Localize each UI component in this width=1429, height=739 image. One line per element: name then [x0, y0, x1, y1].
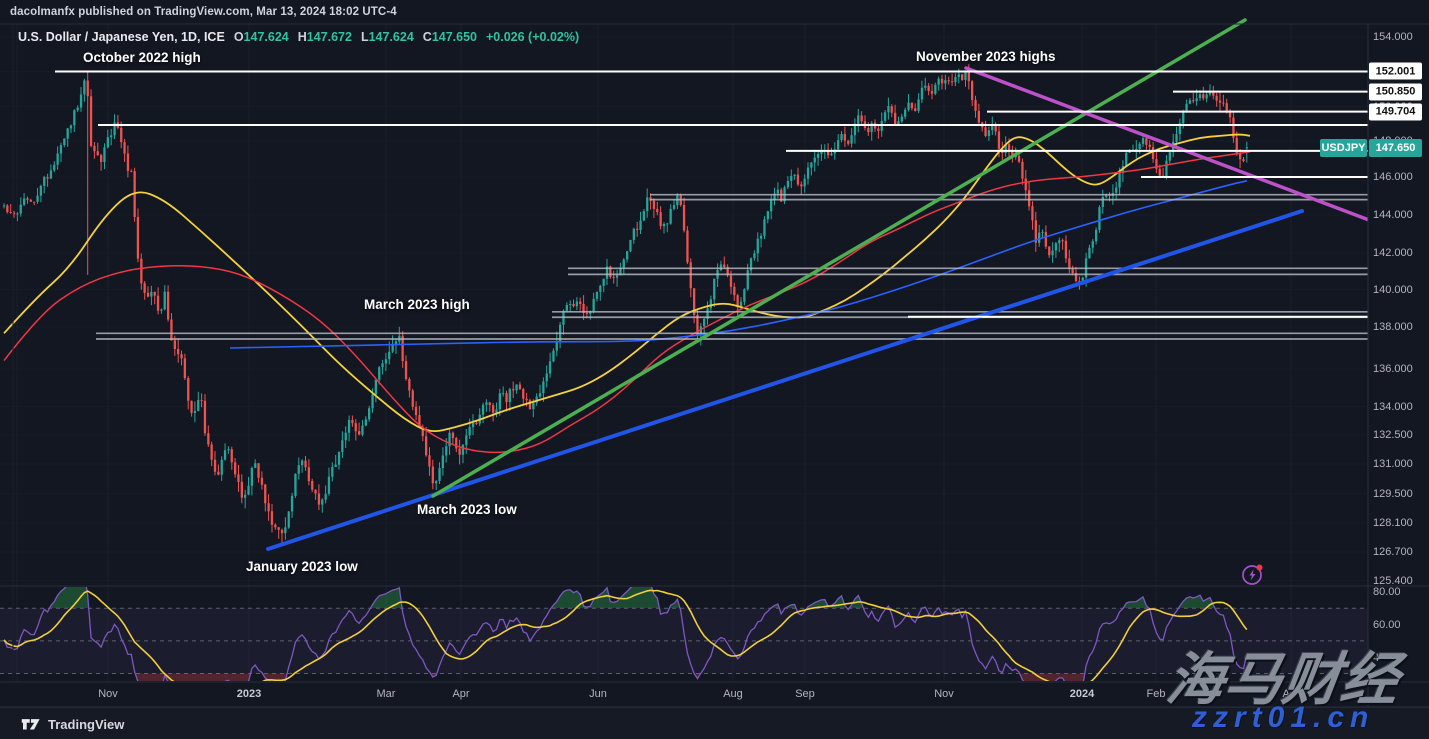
- time-tick-Nov: Nov: [98, 688, 118, 700]
- price-label-150.850: 150.850: [1369, 83, 1422, 100]
- annotation-october-2022-high[interactable]: October 2022 high: [83, 50, 201, 65]
- price-tick-146.000: 146.000: [1373, 171, 1413, 183]
- time-tick-Feb: Feb: [1146, 688, 1166, 700]
- rsi-overbought-fill: [49, 587, 1216, 609]
- price-tick-142.000: 142.000: [1373, 247, 1413, 259]
- rsi-line[interactable]: [3, 574, 1248, 700]
- lightning-bolt-icon: [1249, 569, 1256, 581]
- price-tick-129.500: 129.500: [1373, 487, 1413, 500]
- ohlc-C: C147.650: [422, 30, 477, 44]
- grid-layer: [0, 24, 1368, 682]
- chart-legend[interactable]: U.S. Dollar / Japanese Yen, 1D, ICE O147.…: [18, 30, 579, 44]
- price-tick-154.000: 154.000: [1373, 31, 1413, 43]
- price-tick-140.000: 140.000: [1373, 283, 1413, 296]
- price-tick-136.000: 136.000: [1373, 363, 1413, 375]
- ohlc-values: O147.624 H147.672 L147.624 C147.650: [225, 30, 477, 44]
- trendline-november-high-resistance[interactable]: [964, 66, 1369, 222]
- ma-slow-blue[interactable]: [229, 180, 1248, 349]
- ohlc-O: O147.624: [233, 30, 289, 44]
- attribution-text: dacolmanfx published on TradingView.com,…: [10, 6, 397, 18]
- tradingview-logo-icon[interactable]: [20, 716, 42, 732]
- price-label-152.001: 152.001: [1369, 62, 1422, 80]
- time-tick-Nov: Nov: [934, 688, 954, 700]
- time-tick-2024: 2024: [1069, 688, 1095, 700]
- current-price-value: 147.650: [1369, 139, 1422, 157]
- main-pane[interactable]: [2, 18, 1369, 551]
- time-tick-Apr: Apr: [1282, 688, 1300, 700]
- candle-wicks-up: [3, 68, 1248, 540]
- time-tick-Apr: Apr: [452, 688, 470, 700]
- flash-indicator-icon[interactable]: [1240, 561, 1266, 592]
- price-tick-138.000: 138.000: [1373, 321, 1413, 333]
- notification-badge: [1256, 564, 1263, 571]
- chrome-layer: [0, 23, 1429, 708]
- price-label-149.704: 149.704: [1369, 103, 1422, 120]
- trendline-january-low-support[interactable]: [266, 209, 1304, 551]
- rsi-pane[interactable]: [0, 574, 1368, 700]
- rsi-tick-60.00: 60.00: [1373, 619, 1401, 631]
- ma-fast-yellow[interactable]: [3, 133, 1251, 433]
- current-symbol: USDJPY: [1320, 139, 1367, 157]
- time-tick-Sep: Sep: [795, 688, 815, 700]
- price-tick-134.000: 134.000: [1373, 400, 1413, 413]
- current-price-label: USDJPY 147.650: [1320, 139, 1422, 157]
- rsi-signal-line[interactable]: [3, 589, 1248, 694]
- ohlc-L: L147.624: [360, 30, 414, 44]
- watermark-url: zzrt01.cn: [1192, 701, 1375, 734]
- annotation-march-2023-low[interactable]: March 2023 low: [417, 502, 517, 517]
- candle-wicks-down: [6, 64, 1244, 544]
- ma-mid-red[interactable]: [3, 151, 1251, 454]
- price-tick-125.400: 125.400: [1373, 574, 1413, 587]
- ohlc-H: H147.672: [297, 30, 352, 44]
- tradingview-brand-text[interactable]: TradingView: [48, 716, 125, 732]
- price-tick-131.000: 131.000: [1373, 458, 1413, 470]
- trendline-march-low-support[interactable]: [431, 18, 1247, 498]
- time-tick-Mar: Mar: [376, 688, 396, 700]
- price-tick-132.500: 132.500: [1373, 429, 1413, 441]
- price-tick-126.700: 126.700: [1373, 546, 1413, 558]
- symbol-title: U.S. Dollar / Japanese Yen, 1D, ICE: [18, 30, 225, 44]
- flash-icon-circle: [1242, 565, 1262, 585]
- rsi-tick-80.00: 80.00: [1373, 586, 1401, 598]
- time-tick-2023: 2023: [236, 688, 262, 700]
- change-value: +0.026 (+0.02%): [486, 30, 580, 44]
- price-tick-144.000: 144.000: [1373, 209, 1413, 221]
- rsi-tick-40.00: 40.00: [1373, 652, 1401, 664]
- annotation-january-2023-low[interactable]: January 2023 low: [246, 559, 358, 574]
- annotation-november-2023-highs[interactable]: November 2023 highs: [916, 49, 1056, 64]
- time-tick-Aug: Aug: [723, 688, 743, 700]
- time-tick-Jun: Jun: [589, 688, 607, 700]
- price-tick-128.100: 128.100: [1373, 517, 1413, 529]
- annotation-march-2023-high[interactable]: March 2023 high: [364, 297, 470, 312]
- footer-bar: TradingView: [0, 707, 1429, 739]
